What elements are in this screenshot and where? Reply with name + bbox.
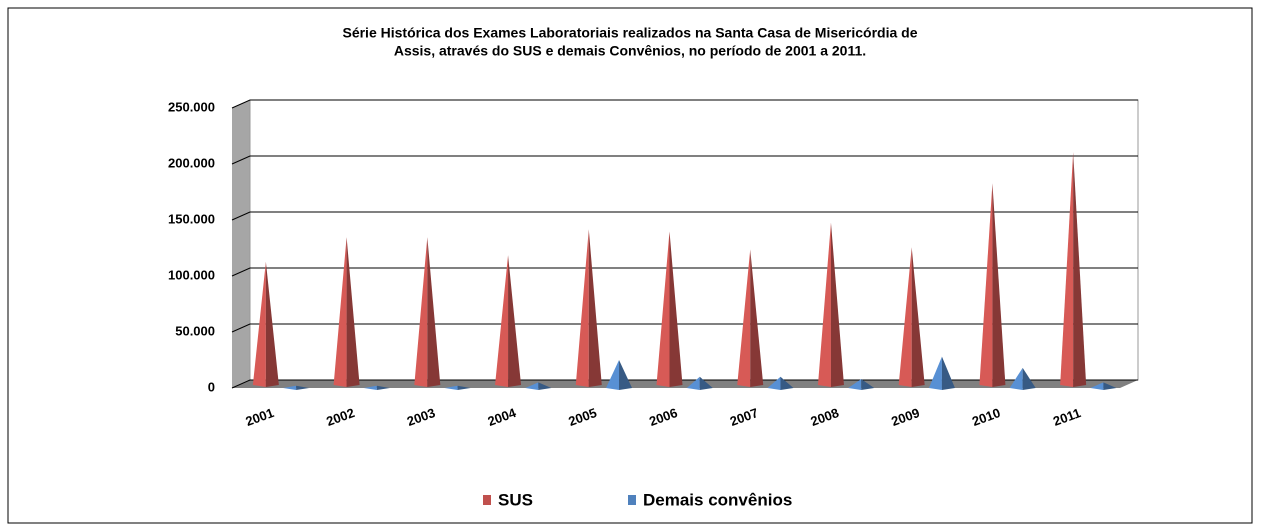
legend-swatch [628, 495, 636, 505]
pyramid [495, 255, 522, 387]
pyramid-face [928, 356, 942, 390]
pyramid [525, 382, 552, 390]
legend-swatch [483, 495, 491, 505]
chart-title: Assis, através do SUS e demais Convênios… [394, 43, 866, 59]
pyramid-face [252, 261, 266, 387]
pyramid-face [346, 237, 360, 387]
pyramid-face [376, 385, 390, 390]
back-wall [249, 99, 1139, 381]
pyramid-face [1073, 152, 1087, 387]
pyramid [606, 360, 633, 390]
legend-label: Demais convênios [643, 490, 792, 509]
pyramid-face [830, 222, 844, 387]
pyramid-face [848, 379, 862, 390]
pyramid-face [575, 229, 589, 387]
pyramid-face [898, 247, 912, 387]
pyramid [1009, 367, 1036, 390]
pyramid-face [414, 237, 428, 387]
grid-line [231, 99, 1138, 109]
pyramid-face [1090, 382, 1104, 390]
pyramid [979, 183, 1006, 387]
legend-label: SUS [498, 490, 533, 509]
pyramid [686, 376, 713, 390]
pyramid-face [941, 356, 955, 390]
pyramid-face [686, 376, 700, 390]
pyramid [444, 385, 471, 390]
pyramid [252, 261, 279, 387]
pyramid-face [737, 249, 751, 387]
pyramid-face [861, 379, 875, 390]
pyramid-face [656, 231, 670, 387]
pyramid-face [265, 261, 279, 387]
side-wall [232, 100, 250, 388]
pyramid-face [283, 385, 297, 390]
pyramid [414, 237, 441, 387]
y-tick-label: 0 [208, 379, 215, 394]
pyramid-face [444, 385, 458, 390]
grid-line [231, 211, 1138, 221]
pyramid-face [750, 249, 764, 387]
pyramid [1090, 382, 1117, 390]
grid-line [231, 267, 1138, 277]
pyramid-face [619, 360, 633, 390]
pyramid-face [1103, 382, 1117, 390]
pyramid-face [296, 385, 310, 390]
pyramid-face [538, 382, 552, 390]
pyramid [333, 237, 360, 387]
y-tick-label: 200.000 [168, 155, 215, 170]
pyramid [737, 249, 764, 387]
pyramid [767, 376, 794, 390]
pyramid-face [588, 229, 602, 387]
pyramid-face [699, 376, 713, 390]
pyramid-face [495, 255, 509, 387]
pyramid [575, 229, 602, 387]
pyramid-face [817, 222, 831, 387]
pyramid-face [427, 237, 441, 387]
pyramid [898, 247, 925, 387]
pyramid-face [992, 183, 1006, 387]
pyramid-face [1022, 367, 1036, 390]
pyramid-face [1009, 367, 1023, 390]
pyramid-face [669, 231, 683, 387]
pyramid-face [457, 385, 471, 390]
pyramid [817, 222, 844, 387]
y-tick-label: 100.000 [168, 267, 215, 282]
pyramid-face [767, 376, 781, 390]
pyramid-face [333, 237, 347, 387]
y-tick-label: 50.000 [175, 323, 215, 338]
pyramid-face [508, 255, 522, 387]
chart-title: Série Histórica dos Exames Laboratoriais… [342, 25, 917, 41]
pyramid [656, 231, 683, 387]
pyramid-face [911, 247, 925, 387]
pyramid [363, 385, 390, 390]
pyramid-face [363, 385, 377, 390]
y-tick-label: 250.000 [168, 99, 215, 114]
pyramid-face [525, 382, 539, 390]
grid-line [231, 323, 1138, 333]
grid-line [231, 155, 1138, 165]
pyramid-face [1060, 152, 1074, 387]
pyramid-face [606, 360, 620, 390]
pyramid [283, 385, 310, 390]
pyramid-face [979, 183, 993, 387]
pyramid [1060, 152, 1087, 387]
y-tick-label: 150.000 [168, 211, 215, 226]
pyramid [928, 356, 955, 390]
pyramid-face [780, 376, 794, 390]
pyramid [848, 379, 875, 390]
